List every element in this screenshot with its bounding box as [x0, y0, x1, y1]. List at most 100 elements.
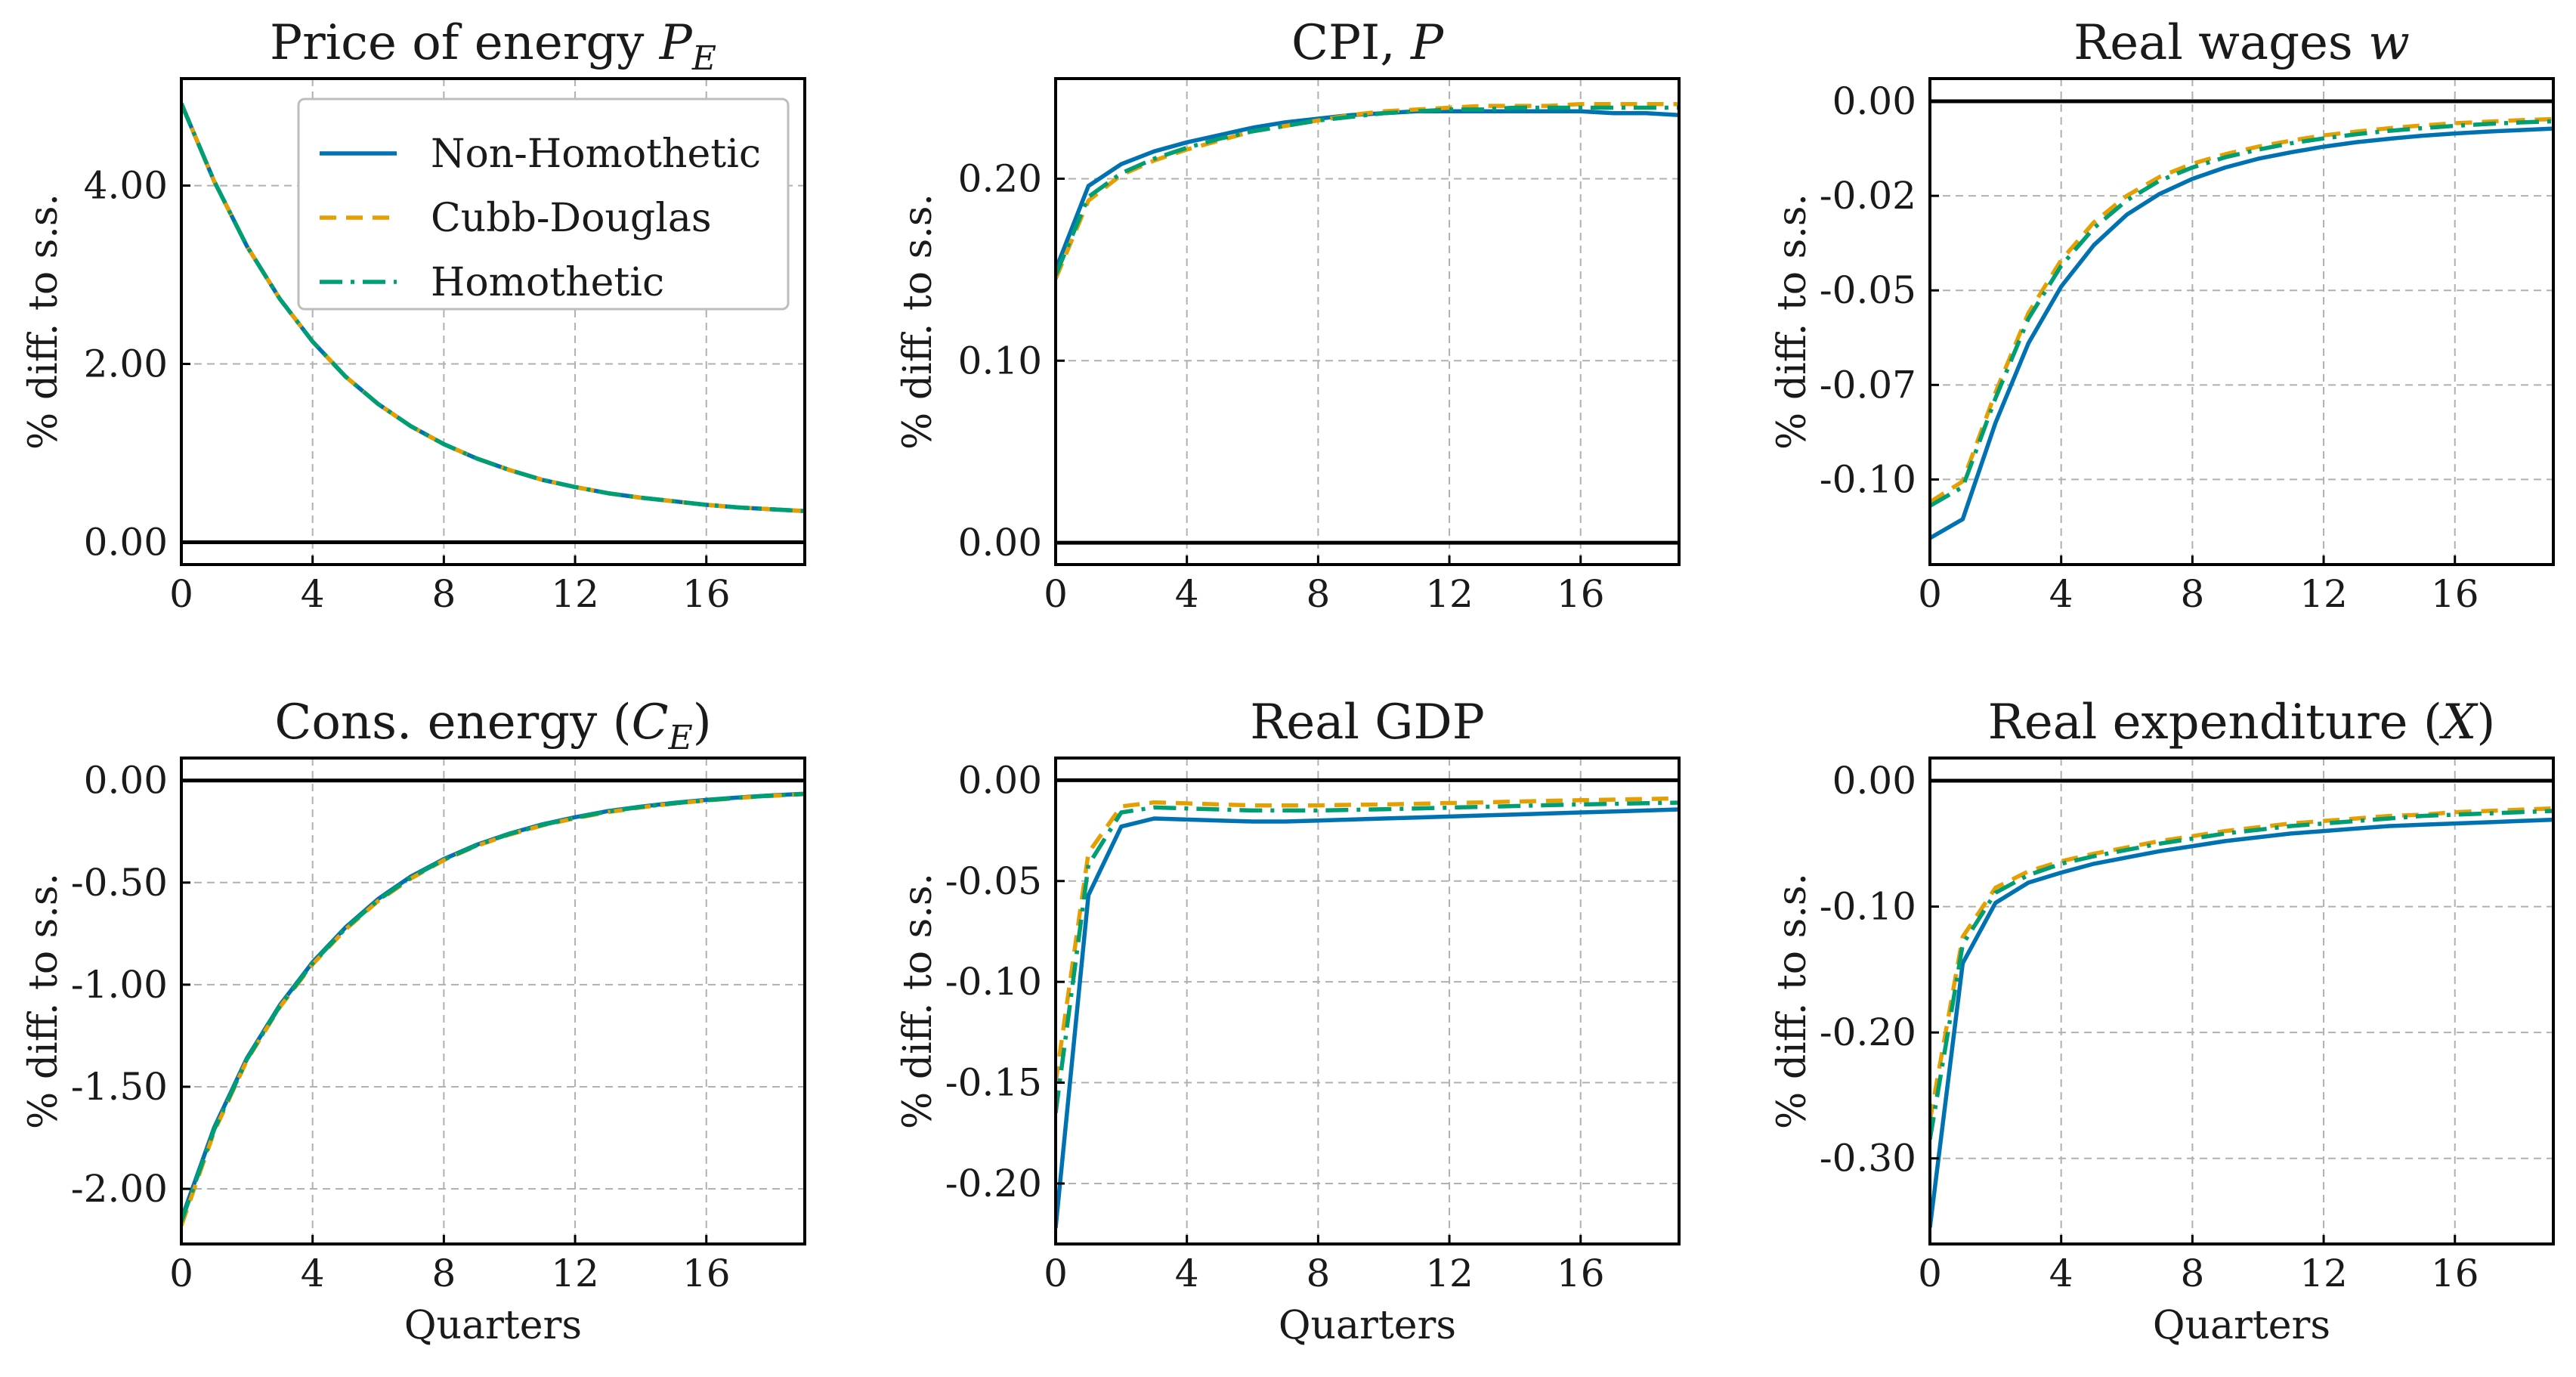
- series-line-homothetic: [1056, 800, 1679, 1113]
- y-tick-label: -2.00: [71, 1167, 168, 1211]
- x-tick-label: 0: [169, 1252, 193, 1295]
- y-tick-label: -0.10: [1820, 885, 1916, 929]
- chart-panel-4: 0 4 8 12 16 0.00 -0.50 -1.00 -1.50 -2.00 Cons. ene…: [21, 695, 806, 1348]
- y-tick-label: -0.20: [1820, 1010, 1916, 1054]
- x-tick-label: 4: [301, 1252, 325, 1295]
- y-axis-label: % diff. to s.s.: [21, 193, 66, 450]
- x-tick-label: 16: [2431, 1252, 2479, 1295]
- series-line-homothetic: [1930, 809, 2553, 1140]
- y-tick-label: -0.15: [945, 1061, 1042, 1105]
- y-tick-label: -0.02: [1820, 174, 1916, 218]
- y-tick-label: -0.10: [945, 960, 1042, 1004]
- panel-title: Real expenditure (X): [1988, 695, 2496, 750]
- plot-frame: [1054, 757, 1681, 1245]
- panel-title-math: w: [2368, 15, 2410, 71]
- x-tick-label: 8: [1306, 1252, 1330, 1295]
- x-tick-label: 8: [431, 1252, 456, 1295]
- legend-box: [297, 97, 790, 311]
- panel-title-text: Real GDP: [1250, 695, 1485, 750]
- x-tick-label: 4: [1175, 1252, 1199, 1295]
- series-group: [1930, 116, 2553, 540]
- x-tick-label: 0: [1918, 572, 1942, 616]
- x-tick-label: 12: [551, 1252, 599, 1295]
- y-tick-label: 0.00: [1832, 79, 1916, 123]
- plot-frame: [1054, 77, 1681, 566]
- series-line-homothetic: [1930, 119, 2553, 508]
- panel-title-text: Cons. energy (: [274, 695, 631, 750]
- panel-title-suffix: ): [2476, 695, 2495, 750]
- x-tick-label: 12: [1425, 1252, 1474, 1295]
- x-tick-label: 0: [1044, 572, 1068, 616]
- panel-title-math: C: [632, 695, 669, 750]
- series-group: [181, 102, 805, 513]
- panel-title: Cons. energy (CE): [274, 695, 711, 757]
- series-group: [181, 791, 805, 1227]
- chart-panel-5: 0 4 8 12 16 0.00 -0.05 -0.10 -0.15 -0.20 Real GDP%…: [895, 695, 1681, 1348]
- y-tick-label: -0.30: [1820, 1137, 1916, 1181]
- x-tick-label: 12: [2299, 1252, 2348, 1295]
- x-axis-label: Quarters: [1279, 1303, 1456, 1348]
- legend: Non-Homothetic Cubb-Douglas Homothetic: [297, 97, 790, 311]
- y-tick-label: -1.50: [71, 1065, 168, 1109]
- plot-frame: [1928, 757, 2555, 1245]
- x-tick-label: 0: [169, 572, 193, 616]
- y-tick-label: -0.50: [71, 861, 168, 905]
- panel-title: Price of energy PE: [270, 15, 716, 78]
- series-line-non-homothetic: [1056, 807, 1679, 1228]
- x-tick-label: 16: [1557, 1252, 1605, 1295]
- y-tick-label: -1.00: [71, 963, 168, 1007]
- x-tick-label: 16: [682, 572, 731, 616]
- series-line-cubb-douglas: [181, 792, 805, 1227]
- y-axis-label: % diff. to s.s.: [895, 873, 941, 1129]
- panel-title: Real GDP: [1250, 695, 1485, 750]
- chart-panel-3: 0 4 8 12 16 0.00 -0.02 -0.05 -0.07 -0.10 Real wage…: [1770, 15, 2555, 616]
- series-line-non-homothetic: [1930, 126, 2553, 540]
- x-tick-label: 0: [1044, 1252, 1068, 1295]
- panel-title: CPI, P: [1291, 15, 1444, 71]
- x-tick-label: 4: [2049, 572, 2073, 616]
- series-group: [1056, 796, 1679, 1228]
- panel-title-text: Price of energy: [270, 15, 660, 71]
- x-tick-label: 4: [301, 572, 325, 616]
- series-group: [1056, 101, 1679, 280]
- legend-label-non-homothetic: Non-Homothetic: [431, 132, 761, 177]
- x-tick-label: 12: [2299, 572, 2348, 616]
- plot-frame: [1928, 77, 2555, 566]
- y-axis-label: % diff. to s.s.: [21, 873, 66, 1129]
- panel-title-text: Real wages: [2073, 15, 2368, 71]
- x-tick-label: 8: [2180, 1252, 2204, 1295]
- y-tick-label: 0.20: [958, 156, 1042, 200]
- y-tick-label: -0.05: [1820, 268, 1916, 312]
- series-line-cubb-douglas: [1056, 101, 1679, 280]
- y-tick-label: 0.00: [958, 521, 1042, 565]
- x-axis-label: Quarters: [2153, 1303, 2330, 1348]
- legend-label-homothetic: Homothetic: [431, 260, 664, 305]
- chart-panel-6: 0 4 8 12 16 0.00 -0.10 -0.20 -0.30 Real expenditu…: [1770, 695, 2555, 1348]
- x-tick-label: 16: [1557, 572, 1605, 616]
- panel-title-text: CPI,: [1291, 15, 1411, 71]
- x-axis-label: Quarters: [404, 1303, 582, 1348]
- panel-title-math: X: [2438, 695, 2479, 750]
- panel-title-math: P: [1410, 15, 1444, 71]
- panel-title-subscript: E: [691, 39, 716, 78]
- y-tick-label: 4.00: [84, 164, 168, 208]
- y-tick-label: 0.00: [958, 758, 1042, 802]
- y-tick-label: -0.05: [945, 859, 1042, 903]
- x-tick-label: 8: [431, 572, 456, 616]
- series-line-non-homothetic: [1930, 817, 2553, 1228]
- x-tick-label: 12: [551, 572, 599, 616]
- x-tick-label: 8: [2180, 572, 2204, 616]
- x-tick-label: 16: [682, 1252, 731, 1295]
- y-tick-label: 0.00: [84, 521, 168, 565]
- series-line-homothetic: [181, 102, 805, 513]
- x-tick-label: 12: [1425, 572, 1474, 616]
- y-tick-label: 0.00: [84, 759, 168, 803]
- plot-frame: [180, 757, 806, 1245]
- y-tick-label: -0.10: [1820, 457, 1916, 501]
- panel-title-math: P: [659, 15, 693, 71]
- legend-label-cubb-douglas: Cubb-Douglas: [431, 196, 712, 241]
- y-tick-label: 0.10: [958, 339, 1042, 382]
- y-tick-label: -0.07: [1820, 363, 1916, 407]
- y-axis-label: % diff. to s.s.: [895, 193, 941, 450]
